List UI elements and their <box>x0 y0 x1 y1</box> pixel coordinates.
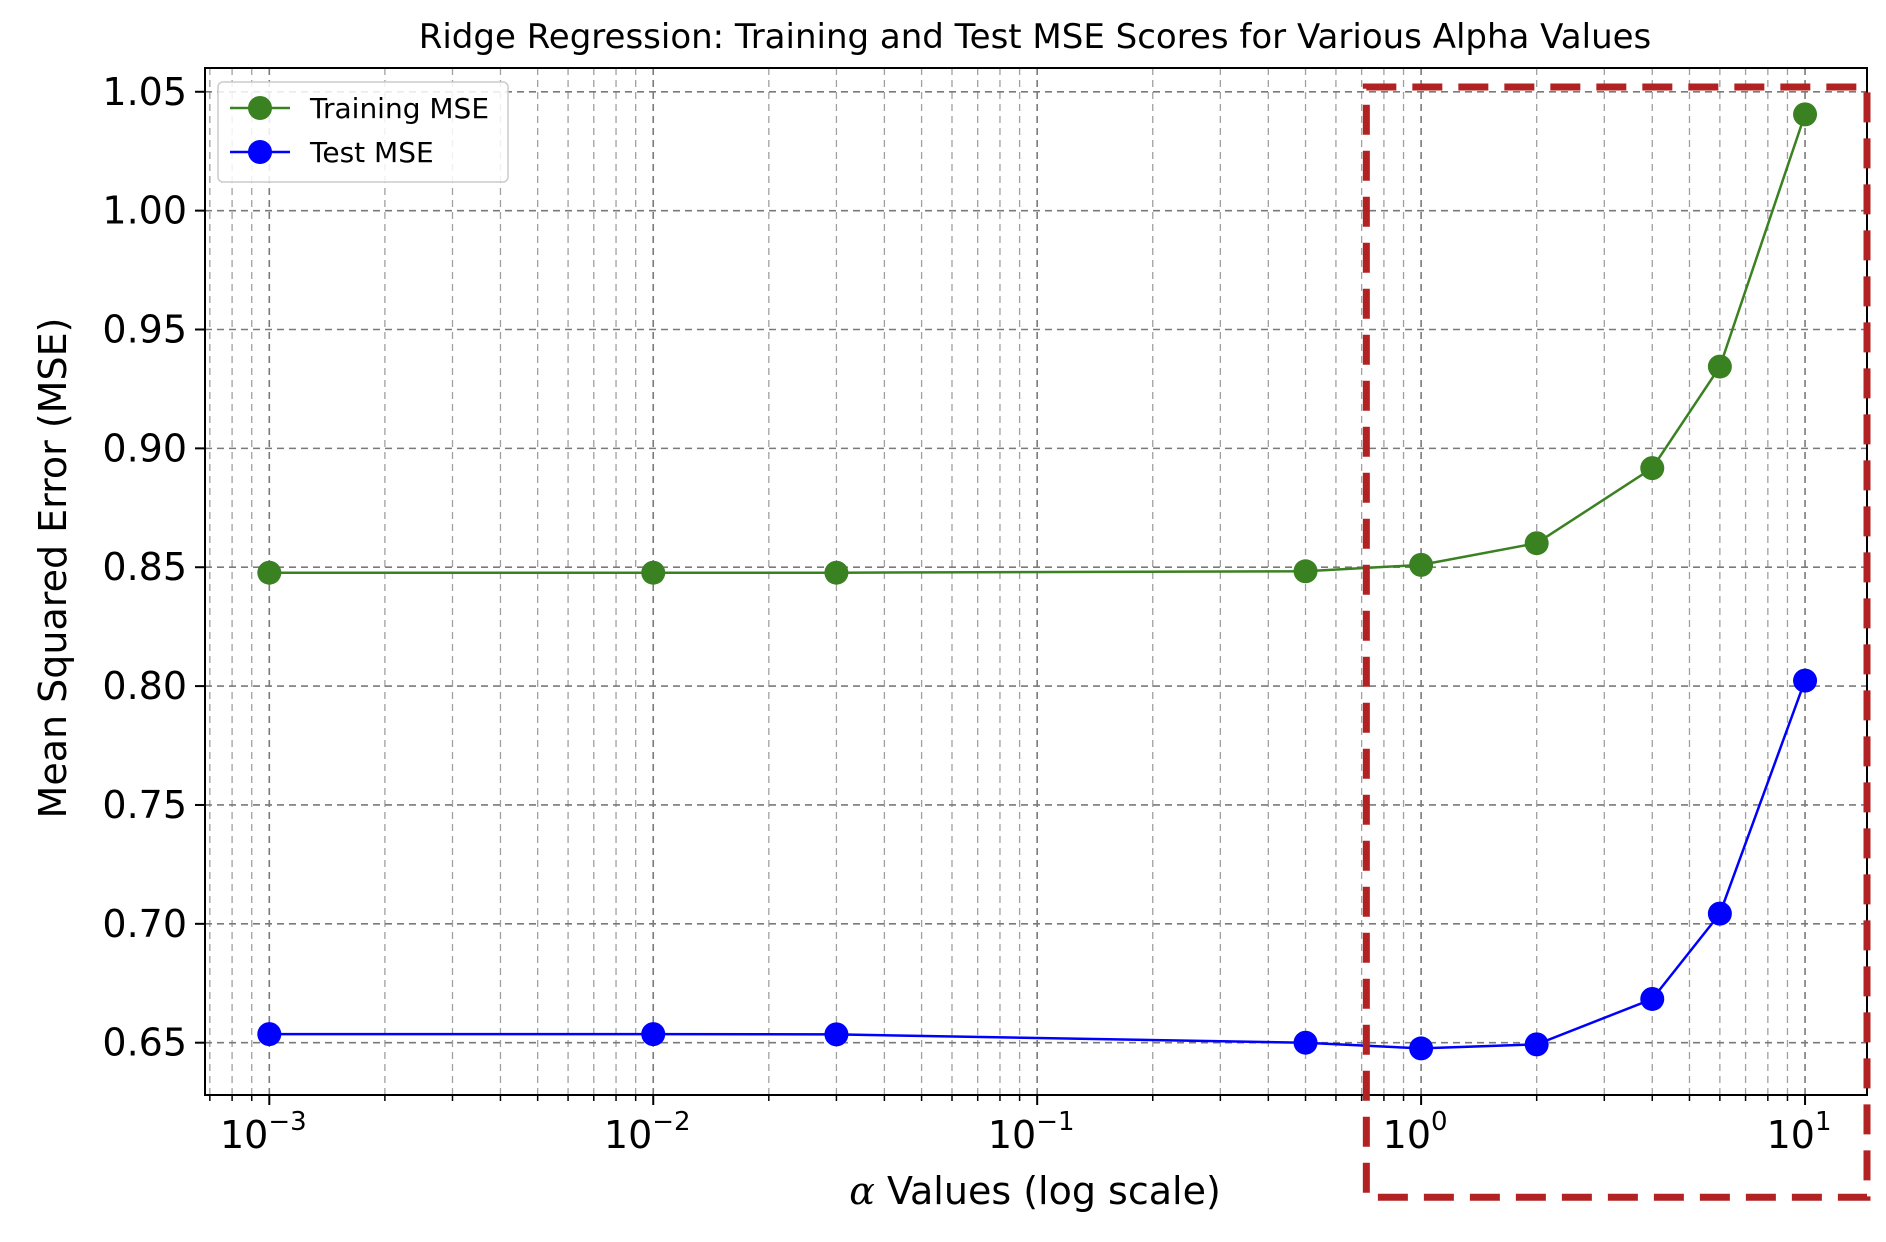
series-test-mse <box>257 668 1818 1061</box>
annotation-layer <box>1362 83 1871 1201</box>
grid <box>205 68 1867 1095</box>
x-tick-label: 10−1 <box>988 1107 1075 1157</box>
legend-marker <box>248 96 272 120</box>
y-tick-label: 1.05 <box>102 70 187 114</box>
legend-marker <box>248 140 272 164</box>
data-point <box>824 560 849 585</box>
y-tick-label: 0.80 <box>102 664 187 708</box>
y-tick-label: 1.00 <box>102 189 187 233</box>
data-point <box>641 560 666 585</box>
plot-area <box>204 67 1868 1096</box>
chart-title: Ridge Regression: Training and Test MSE … <box>419 17 1652 57</box>
y-tick-label: 0.85 <box>102 545 187 589</box>
x-tick-label: 100 <box>1383 1107 1448 1157</box>
data-point <box>1707 354 1732 379</box>
legend: Training MSE Test MSE <box>217 81 509 183</box>
y-tick-label: 0.95 <box>102 308 187 352</box>
data-point <box>1293 1030 1318 1055</box>
highlight-box <box>1362 83 1871 1201</box>
y-tick-label: 0.70 <box>102 902 187 946</box>
legend-label: Test MSE <box>309 136 434 169</box>
x-tick-label: 10−3 <box>220 1107 307 1157</box>
y-axis-label: Mean Squared Error (MSE) <box>31 318 75 819</box>
data-point <box>1524 1032 1549 1057</box>
x-axis-label: α Values (log scale) <box>849 1169 1221 1213</box>
series-layer <box>257 102 1818 1061</box>
data-point <box>1793 102 1818 127</box>
data-point <box>1409 1036 1434 1061</box>
y-tick-label: 0.65 <box>102 1021 187 1065</box>
x-tick-label: 101 <box>1767 1107 1832 1157</box>
y-tick-label: 0.90 <box>102 426 187 470</box>
legend-box <box>217 81 509 183</box>
data-point <box>1640 456 1665 481</box>
data-point <box>824 1022 849 1047</box>
axis-ticks: 0.65 0.70 0.75 0.80 0.85 0.90 0.95 1.00 1.05 10−3… <box>102 70 1831 1157</box>
x-tick-label: 10−2 <box>604 1107 691 1157</box>
data-point <box>257 1022 282 1047</box>
legend-label: Training MSE <box>309 92 489 125</box>
data-point <box>1409 552 1434 577</box>
data-point <box>1524 531 1549 556</box>
y-tick-label: 0.75 <box>102 783 187 827</box>
series-training-mse <box>257 102 1818 585</box>
data-point <box>641 1022 666 1047</box>
data-point <box>257 560 282 585</box>
data-point <box>1293 559 1318 584</box>
data-point <box>1640 986 1665 1011</box>
data-point <box>1707 901 1732 926</box>
data-point <box>1793 668 1818 693</box>
